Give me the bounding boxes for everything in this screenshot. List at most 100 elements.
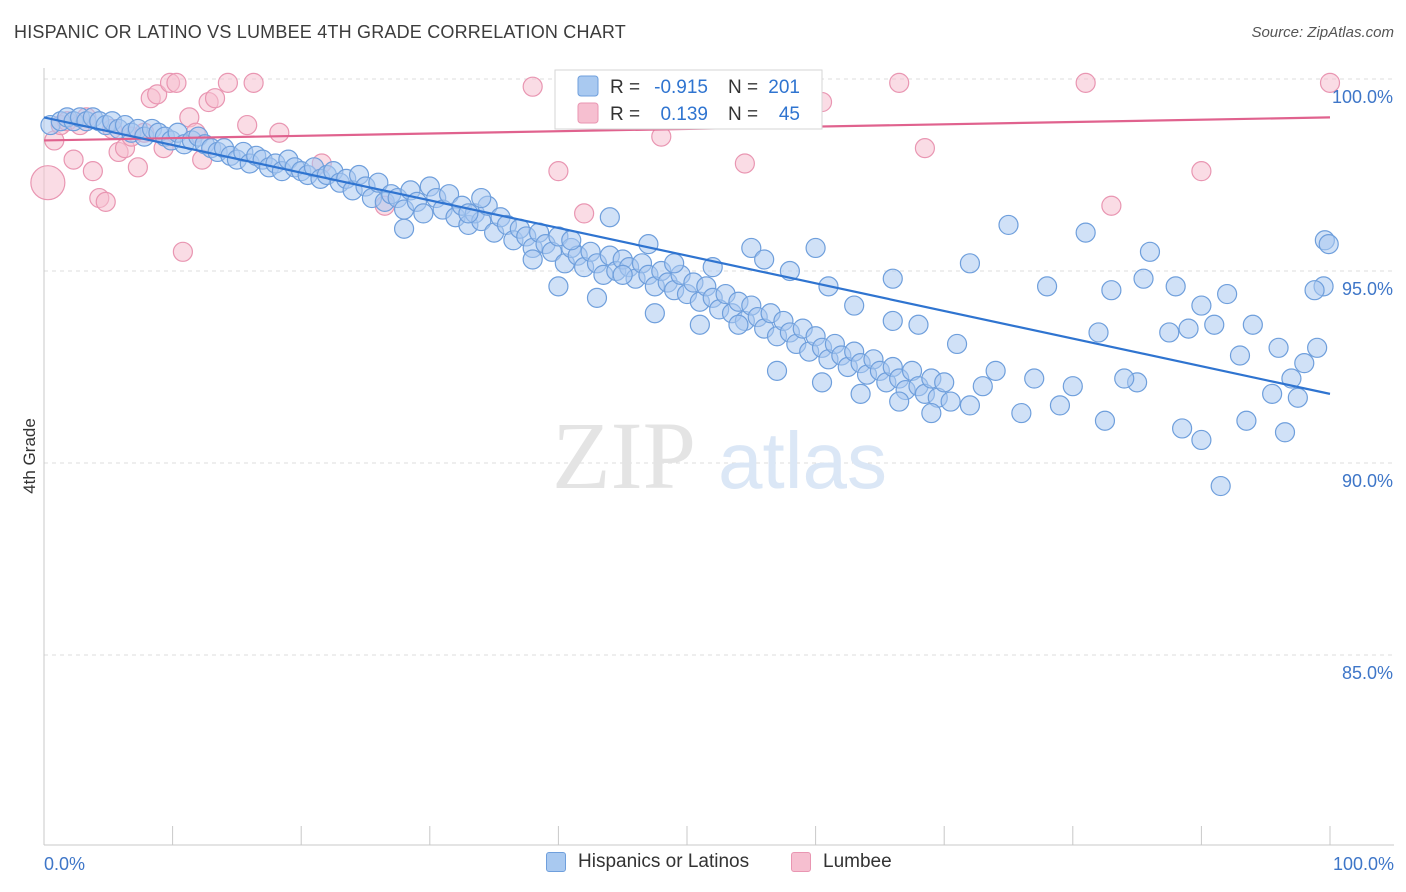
lumbee-point	[172, 241, 193, 262]
hispanic-point	[1281, 368, 1302, 389]
hispanic-point	[728, 314, 749, 335]
hispanic-point	[1307, 337, 1328, 358]
hispanic-point	[940, 391, 961, 412]
hispanic-point	[1274, 422, 1296, 443]
legend-swatch-blue	[577, 75, 599, 97]
hispanic-point	[548, 276, 569, 297]
hispanic-point	[1318, 234, 1339, 255]
hispanic-point	[766, 360, 788, 381]
lumbee-point	[914, 138, 936, 159]
hispanic-point	[471, 187, 492, 209]
legend-swatch-lumbee	[791, 852, 811, 872]
hispanic-point	[934, 372, 955, 393]
hispanic-point	[1210, 475, 1231, 497]
lumbee-point	[1101, 195, 1122, 216]
hispanic-point	[972, 376, 993, 397]
hispanic-point	[1242, 314, 1263, 335]
x-axis-tick-labels: 0.0% 100.0%	[44, 854, 1394, 874]
lumbee-point	[217, 72, 238, 93]
hispanic-point	[946, 333, 968, 355]
hispanic-point	[882, 268, 903, 289]
legend-n-value-pink: 45	[779, 104, 800, 125]
watermark-zip: ZIP	[552, 402, 696, 509]
hispanic-point	[1133, 268, 1154, 289]
lumbee-point	[734, 153, 755, 174]
hispanic-point	[644, 303, 665, 324]
legend-label-hispanics: Hispanics or Latinos	[578, 851, 750, 872]
hispanic-point	[811, 372, 833, 393]
hispanic-point	[1217, 283, 1238, 305]
lumbee-point	[889, 72, 910, 93]
hispanic-point	[844, 295, 865, 316]
legend-frame	[554, 69, 823, 130]
trend-lines	[43, 116, 1331, 395]
hispanic-point	[638, 234, 659, 255]
y-axis-label: 4th Grade	[20, 418, 39, 494]
legend-r-value-pink: 0.139	[660, 104, 708, 125]
hispanic-point	[1062, 376, 1083, 397]
lumbee-point	[63, 149, 84, 170]
legend-item-hispanics: Hispanics or Latinos	[546, 851, 749, 873]
hispanic-point	[1287, 387, 1308, 408]
legend-n-label-pink: N =	[728, 104, 758, 125]
hispanic-point	[1101, 280, 1122, 301]
hispanic-point	[1268, 337, 1289, 358]
y-tick-label-100: 100.0%	[1332, 87, 1393, 107]
hispanic-point	[1294, 353, 1315, 374]
hispanic-point	[599, 207, 620, 228]
lumbee-point	[1319, 72, 1341, 93]
hispanic-point	[393, 218, 415, 239]
x-axis-ticks	[43, 826, 1331, 845]
lumbee-point	[522, 76, 543, 97]
hispanic-point	[1178, 318, 1199, 339]
hispanic-point	[754, 249, 775, 270]
legend-r-label-pink: R =	[610, 104, 640, 125]
hispanic-point	[561, 230, 582, 251]
watermark-atlas: atlas	[718, 416, 887, 505]
hispanic-point	[889, 391, 910, 412]
hispanic-point	[959, 395, 981, 416]
hispanic-point	[1114, 368, 1135, 389]
hispanic-point	[664, 253, 685, 274]
hispanic-point	[1165, 276, 1186, 297]
lumbee-point	[237, 114, 258, 136]
lumbee-point	[1075, 72, 1096, 93]
hispanic-point	[1229, 345, 1251, 366]
hispanic-point	[1075, 222, 1096, 243]
hispanic-point	[1204, 314, 1225, 335]
hispanic-point	[908, 314, 929, 335]
hispanic-point	[413, 203, 434, 224]
hispanic-point	[998, 214, 1019, 236]
legend-swatch-pink	[577, 102, 599, 124]
hispanic-point	[882, 310, 903, 332]
legend-swatch-hispanics	[546, 852, 566, 872]
hispanic-point	[1088, 322, 1109, 343]
series-legend: Hispanics or Latinos Lumbee	[0, 851, 1406, 879]
y-tick-label-95: 95.0%	[1342, 279, 1393, 299]
legend-r-label-blue: R =	[610, 77, 640, 98]
chart-title: HISPANIC OR LATINO VS LUMBEE 4TH GRADE C…	[14, 22, 626, 42]
y-tick-label-85: 85.0%	[1342, 663, 1393, 683]
hispanic-point	[1304, 280, 1325, 301]
hispanic-point	[522, 249, 543, 270]
lumbee-point	[82, 161, 103, 182]
hispanic-point	[612, 264, 633, 285]
hispanic-point	[1049, 395, 1071, 416]
legend-n-value-blue: 201	[768, 77, 800, 98]
lumbee-point	[166, 72, 187, 93]
lumbee-point	[1191, 161, 1212, 182]
y-axis-tick-labels: 85.0% 90.0% 95.0% 100.0%	[1332, 87, 1393, 683]
correlation-legend: R = -0.915 N = 201 R = 0.139 N = 45	[554, 69, 823, 130]
hispanic-point	[921, 402, 942, 424]
lumbee-point	[30, 165, 66, 201]
hispanic-point	[1024, 368, 1045, 389]
legend-n-label-blue: N =	[728, 77, 758, 98]
hispanic-point	[586, 287, 608, 308]
lumbee-point	[548, 161, 569, 182]
source-credit: Source: ZipAtlas.com	[1251, 24, 1394, 41]
x-tick-label-min: 0.0%	[44, 854, 85, 874]
hispanic-point	[1191, 295, 1212, 316]
hispanic-point	[1172, 418, 1193, 439]
lumbee-point	[127, 157, 148, 178]
